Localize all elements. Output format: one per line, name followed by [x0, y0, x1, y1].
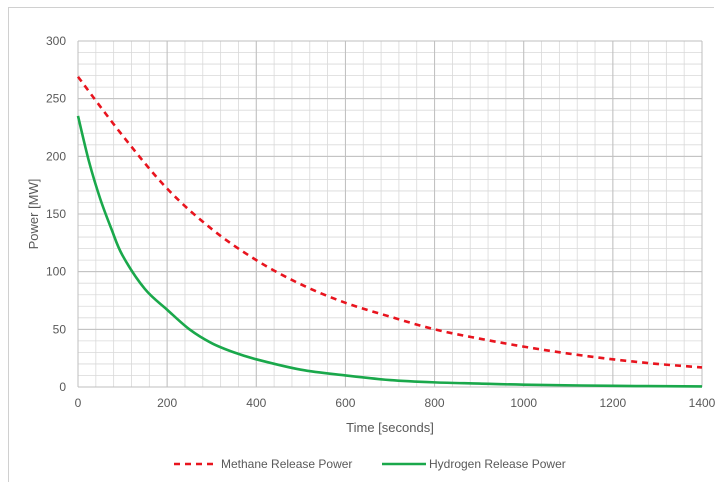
x-tick-label: 200	[157, 396, 177, 410]
y-tick-label: 50	[53, 322, 67, 336]
x-tick-label: 1200	[600, 396, 627, 410]
y-tick-label: 150	[46, 207, 66, 221]
series-line-hydrogen	[76, 115, 703, 388]
y-tick-label: 250	[46, 92, 66, 106]
x-axis-title: Time [seconds]	[346, 420, 434, 435]
series-line-methane	[76, 75, 703, 369]
legend-label-hydrogen: Hydrogen Release Power	[429, 457, 566, 471]
x-tick-label: 800	[425, 396, 445, 410]
chart-frame	[8, 7, 714, 482]
y-tick-label: 100	[46, 265, 66, 279]
x-tick-label: 0	[75, 396, 82, 410]
y-tick-label: 200	[46, 149, 66, 163]
x-tick-label: 1000	[510, 396, 537, 410]
y-tick-label: 0	[59, 380, 66, 394]
y-axis-title: Power [MW]	[26, 179, 41, 250]
x-tick-label: 1400	[689, 396, 715, 410]
x-tick-label: 600	[335, 396, 355, 410]
legend: Methane Release Power Hydrogen Release P…	[174, 457, 566, 471]
x-tick-label: 400	[246, 396, 266, 410]
y-tick-label: 300	[46, 34, 66, 48]
y-axis-ticks: 0 50 100 150 200 250 300	[46, 34, 66, 394]
series-layer	[76, 75, 703, 388]
grid-major	[77, 40, 703, 388]
x-axis-ticks: 0 200 400 600 800 1000 1200 1400	[75, 396, 715, 410]
legend-label-methane: Methane Release Power	[221, 457, 352, 471]
